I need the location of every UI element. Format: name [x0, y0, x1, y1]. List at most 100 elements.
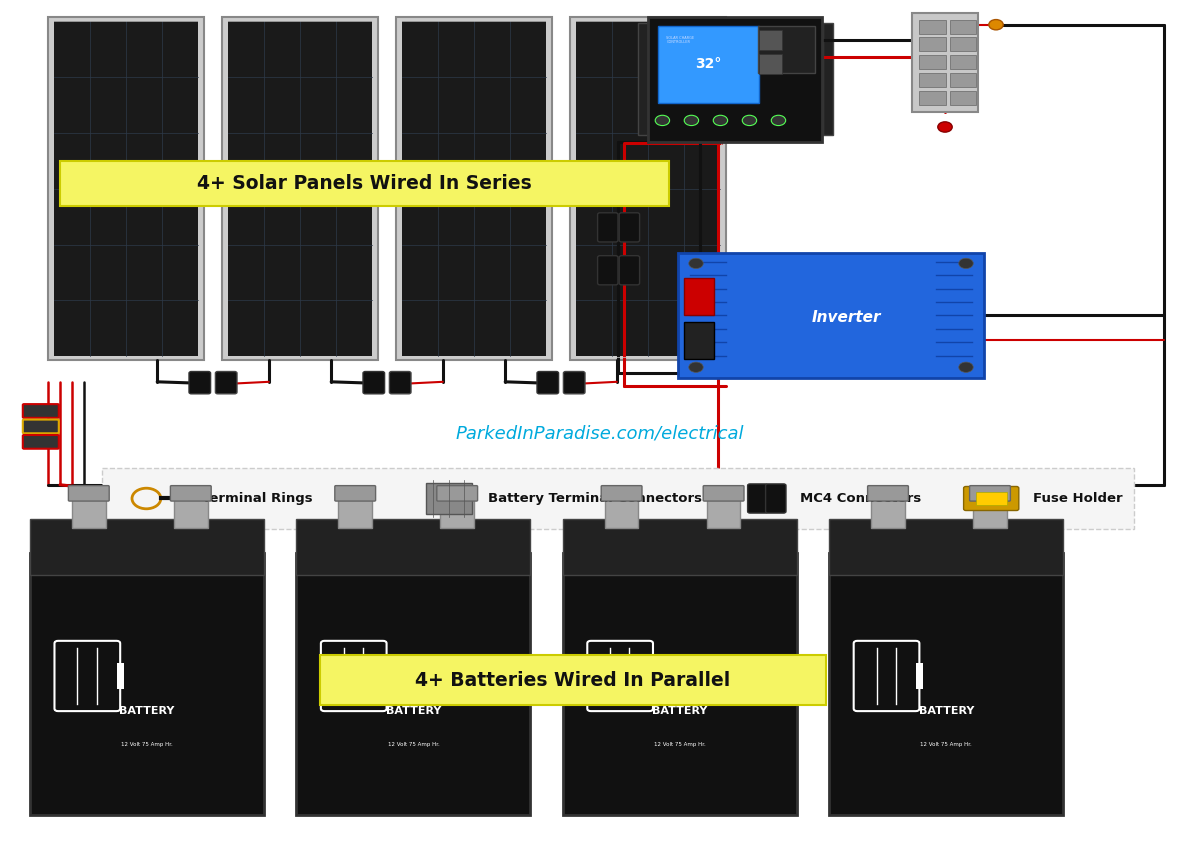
FancyBboxPatch shape	[760, 54, 782, 74]
Text: BATTERY: BATTERY	[918, 706, 974, 716]
FancyBboxPatch shape	[440, 498, 474, 528]
FancyBboxPatch shape	[658, 26, 758, 103]
FancyBboxPatch shape	[823, 23, 833, 136]
FancyBboxPatch shape	[919, 91, 946, 105]
Circle shape	[989, 20, 1003, 30]
FancyBboxPatch shape	[296, 519, 530, 575]
FancyBboxPatch shape	[973, 498, 1007, 528]
FancyBboxPatch shape	[338, 498, 372, 528]
Circle shape	[684, 115, 698, 125]
Text: 32°: 32°	[695, 57, 721, 71]
Text: 4+ Solar Panels Wired In Series: 4+ Solar Panels Wired In Series	[197, 174, 532, 193]
FancyBboxPatch shape	[383, 663, 390, 689]
FancyBboxPatch shape	[919, 20, 946, 33]
Circle shape	[743, 115, 757, 125]
FancyBboxPatch shape	[364, 372, 385, 394]
FancyBboxPatch shape	[649, 663, 656, 689]
Circle shape	[655, 115, 670, 125]
FancyBboxPatch shape	[598, 213, 618, 242]
FancyBboxPatch shape	[216, 372, 238, 394]
FancyBboxPatch shape	[296, 553, 530, 815]
FancyBboxPatch shape	[190, 372, 211, 394]
FancyBboxPatch shape	[48, 17, 204, 360]
FancyBboxPatch shape	[949, 73, 976, 87]
FancyBboxPatch shape	[564, 372, 586, 394]
FancyBboxPatch shape	[538, 372, 559, 394]
FancyBboxPatch shape	[976, 492, 1007, 505]
FancyBboxPatch shape	[563, 519, 797, 575]
FancyBboxPatch shape	[703, 486, 744, 501]
Text: 12 Volt 75 Amp Hr.: 12 Volt 75 Amp Hr.	[920, 741, 972, 746]
Text: MC4 Connectors: MC4 Connectors	[800, 492, 922, 505]
FancyBboxPatch shape	[72, 498, 106, 528]
FancyBboxPatch shape	[760, 30, 782, 50]
FancyBboxPatch shape	[228, 21, 372, 356]
Text: 12 Volt 75 Amp Hr.: 12 Volt 75 Amp Hr.	[121, 741, 173, 746]
FancyBboxPatch shape	[30, 519, 264, 575]
Circle shape	[772, 115, 786, 125]
Circle shape	[689, 258, 703, 269]
FancyBboxPatch shape	[949, 20, 976, 33]
FancyBboxPatch shape	[60, 161, 670, 206]
Text: Fuse Holder: Fuse Holder	[1033, 492, 1123, 505]
FancyBboxPatch shape	[949, 55, 976, 69]
Circle shape	[689, 362, 703, 372]
FancyBboxPatch shape	[396, 17, 552, 360]
FancyBboxPatch shape	[23, 420, 59, 433]
FancyBboxPatch shape	[23, 435, 59, 449]
FancyBboxPatch shape	[949, 91, 976, 105]
FancyBboxPatch shape	[426, 483, 472, 514]
Text: 12 Volt 75 Amp Hr.: 12 Volt 75 Amp Hr.	[654, 741, 706, 746]
FancyBboxPatch shape	[766, 484, 786, 513]
FancyBboxPatch shape	[868, 486, 908, 501]
Text: Battery Terminal Connectors: Battery Terminal Connectors	[488, 492, 702, 505]
FancyBboxPatch shape	[638, 23, 648, 136]
FancyBboxPatch shape	[576, 21, 720, 356]
FancyBboxPatch shape	[30, 553, 264, 815]
Text: BATTERY: BATTERY	[385, 706, 442, 716]
FancyBboxPatch shape	[684, 322, 714, 359]
FancyBboxPatch shape	[919, 55, 946, 69]
Text: 4+ Batteries Wired In Parallel: 4+ Batteries Wired In Parallel	[415, 671, 731, 690]
FancyBboxPatch shape	[605, 498, 638, 528]
FancyBboxPatch shape	[54, 21, 198, 356]
FancyBboxPatch shape	[829, 519, 1063, 575]
FancyBboxPatch shape	[570, 17, 726, 360]
FancyBboxPatch shape	[601, 486, 642, 501]
FancyBboxPatch shape	[964, 486, 1019, 511]
FancyBboxPatch shape	[390, 372, 412, 394]
FancyBboxPatch shape	[912, 13, 978, 112]
FancyBboxPatch shape	[563, 553, 797, 815]
FancyBboxPatch shape	[748, 484, 768, 513]
FancyBboxPatch shape	[916, 663, 923, 689]
FancyBboxPatch shape	[598, 256, 618, 285]
FancyBboxPatch shape	[174, 498, 208, 528]
FancyBboxPatch shape	[402, 21, 546, 356]
Text: BATTERY: BATTERY	[119, 706, 175, 716]
FancyBboxPatch shape	[970, 486, 1010, 501]
FancyBboxPatch shape	[919, 73, 946, 87]
FancyBboxPatch shape	[619, 213, 640, 242]
FancyBboxPatch shape	[437, 486, 478, 501]
FancyBboxPatch shape	[102, 468, 1134, 529]
FancyBboxPatch shape	[648, 17, 822, 142]
Text: ParkedInParadise.com/electrical: ParkedInParadise.com/electrical	[456, 425, 744, 442]
FancyBboxPatch shape	[829, 553, 1063, 815]
FancyBboxPatch shape	[222, 17, 378, 360]
Text: BATTERY: BATTERY	[652, 706, 708, 716]
FancyBboxPatch shape	[619, 256, 640, 285]
Circle shape	[713, 115, 727, 125]
FancyBboxPatch shape	[68, 486, 109, 501]
FancyBboxPatch shape	[707, 498, 740, 528]
Text: Inverter: Inverter	[811, 311, 881, 325]
FancyBboxPatch shape	[757, 26, 815, 73]
Circle shape	[959, 258, 973, 269]
FancyBboxPatch shape	[319, 656, 826, 705]
Text: Terminal Rings: Terminal Rings	[202, 492, 312, 505]
Text: 12 Volt 75 Amp Hr.: 12 Volt 75 Amp Hr.	[388, 741, 439, 746]
FancyBboxPatch shape	[23, 404, 59, 418]
FancyBboxPatch shape	[949, 38, 976, 51]
Circle shape	[959, 362, 973, 372]
FancyBboxPatch shape	[170, 486, 211, 501]
FancyBboxPatch shape	[919, 38, 946, 51]
